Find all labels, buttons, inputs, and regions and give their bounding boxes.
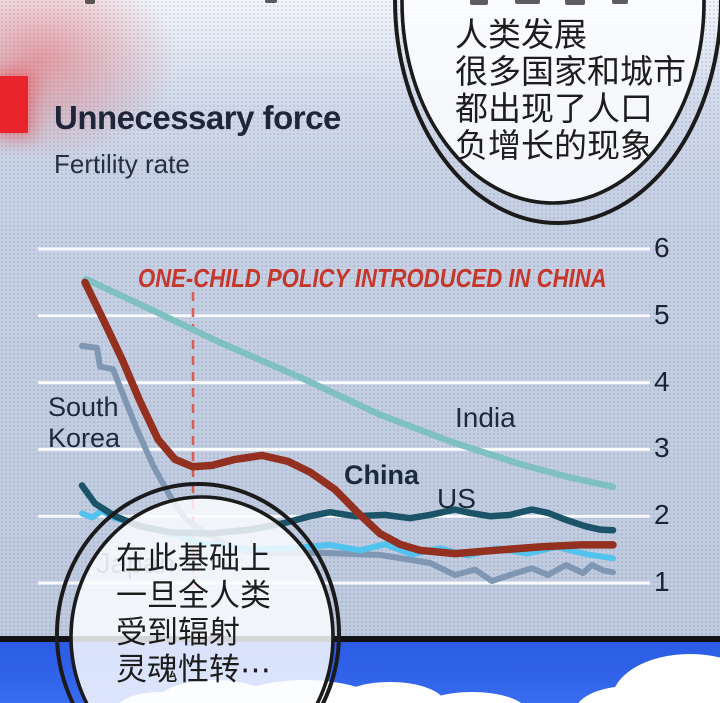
cut-text-remnant (515, 0, 540, 4)
label-us: US (437, 483, 476, 514)
bubble-text-line: 负增长的现象 (455, 127, 653, 164)
cut-text-remnant (470, 0, 488, 5)
y-tick-label: 6 (654, 232, 670, 263)
policy-annotation: ONE-CHILD POLICY INTRODUCED IN CHINA (138, 263, 607, 293)
cut-text-remnant (612, 0, 628, 4)
series-line-south-korea (79, 342, 616, 584)
y-tick-label: 4 (654, 365, 670, 397)
speech-bubble-bottom-text: 在此基础上 一旦全人类 受到辐射 灵魂性转⋯ (116, 540, 271, 688)
speech-bubble-top-outline (393, 0, 720, 225)
label-india: India (455, 402, 516, 433)
series-line-china (81, 278, 617, 558)
speech-bubble-top-text: 人类发展 很多国家和城市 都出现了人口 负增长的现象 (455, 16, 686, 164)
speech-bubble-bottom-fill (69, 495, 335, 703)
cloud (335, 682, 445, 703)
economist-red-block (0, 76, 28, 133)
y-tick-label: 5 (654, 298, 670, 330)
chart-subtitle: Fertility rate (54, 149, 190, 179)
cut-text-remnant (265, 0, 277, 3)
bubble-text-line: 都出现了人口 (455, 90, 653, 127)
speech-bubble-bottom-outline (55, 482, 341, 703)
label-china: China (344, 460, 420, 490)
cut-text-remnant (565, 0, 585, 5)
speech-bubble-top-fill (400, 0, 706, 205)
cloud (578, 686, 682, 703)
y-tick-label: 2 (654, 499, 670, 531)
chart-title: Unnecessary force (54, 99, 341, 136)
bubble-text-line: 灵魂性转⋯ (116, 652, 271, 687)
panel-border (0, 636, 720, 642)
cut-text-remnant (85, 0, 95, 4)
label-south-korea: South Korea (48, 392, 121, 453)
series-line-india (82, 275, 617, 491)
bubble-text-line: 人类发展 (455, 16, 587, 53)
bubble-text-line: 受到辐射 (116, 615, 240, 650)
bubble-text-line: 在此基础上 (116, 541, 271, 576)
bubble-text-line: 很多国家和城市 (455, 53, 686, 90)
y-tick-label: 1 (654, 566, 670, 597)
y-tick-label: 3 (654, 432, 670, 464)
brand-red-glow (0, 0, 190, 170)
cloud (422, 692, 522, 703)
bubble-text-line: 一旦全人类 (116, 578, 271, 613)
